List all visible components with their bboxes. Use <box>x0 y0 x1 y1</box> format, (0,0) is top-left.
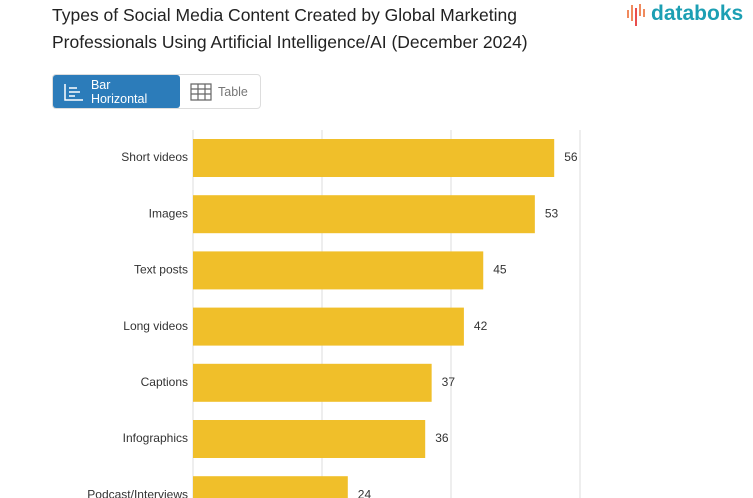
y-tick-label: Captions <box>141 375 188 389</box>
brand-name: databoks <box>651 2 744 25</box>
tab-label: Table <box>218 84 248 99</box>
tab-label: Bar Horizontal <box>90 77 148 106</box>
y-tick-label: Podcast/Interviews <box>87 487 188 498</box>
bar <box>193 307 464 346</box>
value-label: 56 <box>564 150 578 164</box>
logo-icon <box>627 4 645 26</box>
value-label: 45 <box>493 263 507 277</box>
brand-logo[interactable]: databoks <box>626 2 743 26</box>
view-tabs: Bar Horizontal Table <box>52 74 261 109</box>
bar <box>193 420 426 458</box>
value-label: 24 <box>358 487 372 498</box>
bar <box>193 139 555 177</box>
y-tick-label: Text posts <box>134 263 188 277</box>
bar <box>193 363 432 402</box>
bar-icon <box>64 83 83 101</box>
tab-table[interactable]: Table <box>180 75 258 108</box>
bar <box>193 195 535 234</box>
y-tick-label: Infographics <box>123 431 188 445</box>
value-label: 36 <box>435 431 449 445</box>
value-label: 53 <box>545 206 559 220</box>
tab-bar[interactable]: Bar Horizontal <box>53 75 180 108</box>
value-label: 42 <box>474 319 488 333</box>
chart-title: Types of Social Media Content Created by… <box>52 5 528 52</box>
bar <box>193 251 484 290</box>
bar <box>193 476 348 498</box>
value-label: 37 <box>442 375 456 389</box>
y-tick-label: Images <box>149 206 188 220</box>
y-tick-label: Long videos <box>123 319 188 333</box>
table-icon <box>190 82 212 101</box>
y-tick-label: Short videos <box>121 150 188 164</box>
